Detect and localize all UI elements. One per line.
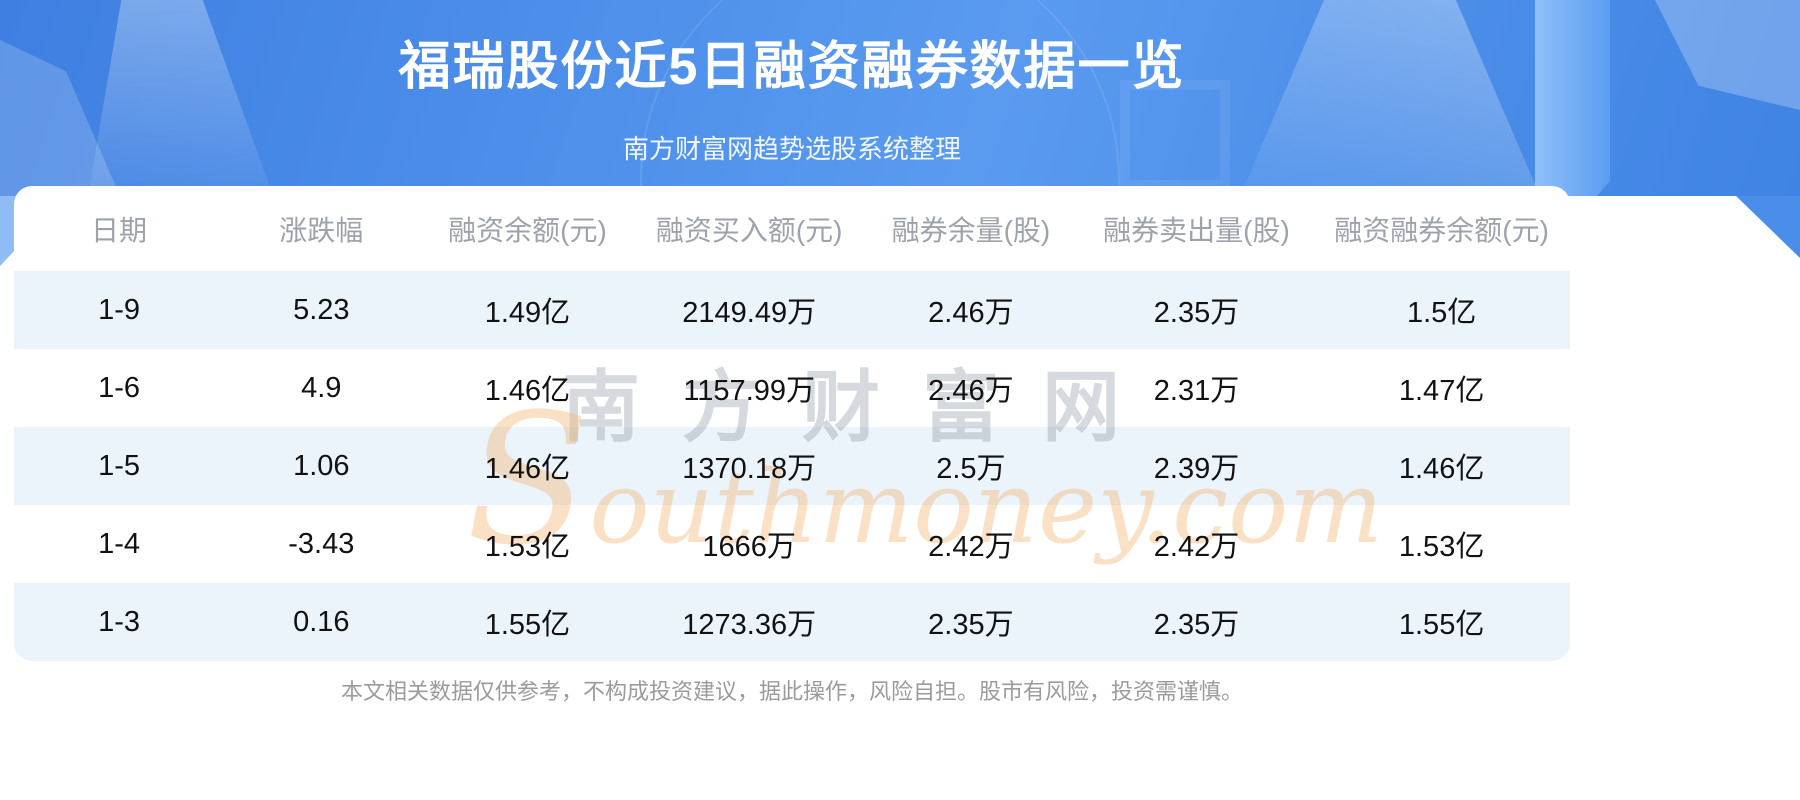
column-header: 融资融券余额(元) <box>1334 214 1549 246</box>
table-cell: 2149.49万 <box>682 297 817 329</box>
table-cell: 2.5万 <box>936 453 1006 485</box>
table-cell: 1.49亿 <box>484 297 571 329</box>
table-row: 1-6 4.9 1.46亿 1157.99万 2.46万 2.31万 1.47亿 <box>14 349 1570 427</box>
table-body: 1-9 5.23 1.49亿 2149.49万 2.46万 2.35万 1.5亿 1-6 4.9… <box>14 271 1570 661</box>
table-row: 1-5 1.06 1.46亿 1370.18万 2.5万 2.39万 1.46亿 <box>14 427 1570 505</box>
table-cell: 1-9 <box>98 293 140 326</box>
table-cell: 1370.18万 <box>682 453 817 485</box>
table-cell: 1157.99万 <box>683 375 816 407</box>
table-cell: 1.46亿 <box>484 453 571 485</box>
table-cell: 2.42万 <box>1153 531 1240 563</box>
table-cell: 2.39万 <box>1153 453 1240 485</box>
column-header: 融资余额(元) <box>448 214 607 246</box>
column-header: 涨跌幅 <box>279 214 364 246</box>
decor-cube-top-right <box>1655 0 1800 110</box>
column-header: 融资买入额(元) <box>655 214 843 246</box>
table-cell: 1.06 <box>293 449 350 482</box>
table-cell: 1.46亿 <box>1398 453 1485 485</box>
table-cell: 1-4 <box>98 527 140 560</box>
table-row: 1-4 -3.43 1.53亿 1666万 2.42万 2.42万 1.53亿 <box>14 505 1570 583</box>
table-cell: 1273.36万 <box>682 609 817 641</box>
table-cell: 1666万 <box>702 531 796 563</box>
table-cell: 1-5 <box>98 449 140 482</box>
table-header-row: 日期 涨跌幅 融资余额(元) 融资买入额(元) 融券余量(股) 融券卖出量(股) 融资融券余… <box>14 186 1570 271</box>
table-cell: 0.16 <box>293 605 350 638</box>
column-header: 融券卖出量(股) <box>1103 214 1290 246</box>
margin-trading-table: 日期 涨跌幅 融资余额(元) 融资买入额(元) 融券余量(股) 融券卖出量(股) 融资融券余… <box>14 186 1570 661</box>
table-cell: 1.53亿 <box>1398 531 1485 563</box>
table-row: 1-3 0.16 1.55亿 1273.36万 2.35万 2.35万 1.55亿 <box>14 583 1570 661</box>
table-cell: 1-3 <box>98 605 140 638</box>
page-subtitle: 南方财富网趋势选股系统整理 <box>622 134 961 164</box>
decor-corner-triangle-right <box>1736 196 1800 258</box>
table-cell: 1.55亿 <box>1398 609 1485 641</box>
disclaimer-text: 本文相关数据仅供参考，不构成投资建议，据此操作，风险自担。股市有风险，投资需谨慎… <box>340 679 1243 704</box>
table-cell: 1.46亿 <box>484 375 571 407</box>
row-stripes <box>14 186 1570 661</box>
table-cell: 2.35万 <box>928 609 1014 641</box>
data-table-card: 南方财富网 Southmoney.com 日期 涨跌幅 融资余额(元) 融资买入额(元… <box>14 186 1570 661</box>
column-header: 日期 <box>91 214 148 246</box>
table-cell: 1.5亿 <box>1406 297 1477 329</box>
table-cell: 2.42万 <box>928 531 1014 563</box>
table-cell: 5.23 <box>293 293 350 326</box>
table-cell: 2.46万 <box>928 375 1014 407</box>
header-banner: 福瑞股份近5日融资融券数据一览 南方财富网趋势选股系统整理 <box>0 0 1800 196</box>
table-row: 1-9 5.23 1.49亿 2149.49万 2.46万 2.35万 1.5亿 <box>14 271 1570 349</box>
table-cell: 2.31万 <box>1153 375 1240 407</box>
table-cell: 1-6 <box>98 371 140 404</box>
decor-strip-right <box>1535 0 1610 196</box>
table-cell: -3.43 <box>288 527 355 560</box>
table-cell: 4.9 <box>301 371 342 404</box>
decor-faint-square <box>1120 80 1230 190</box>
table-cell: 1.53亿 <box>484 531 571 563</box>
column-header: 融券余量(股) <box>891 214 1051 246</box>
table-cell: 1.47亿 <box>1398 375 1485 407</box>
table-cell: 1.55亿 <box>484 609 571 641</box>
page-title: 福瑞股份近5日融资融券数据一览 <box>398 38 1186 96</box>
table-cell: 2.35万 <box>1153 297 1240 329</box>
table-cell: 2.35万 <box>1153 609 1240 641</box>
table-cell: 2.46万 <box>928 297 1014 329</box>
